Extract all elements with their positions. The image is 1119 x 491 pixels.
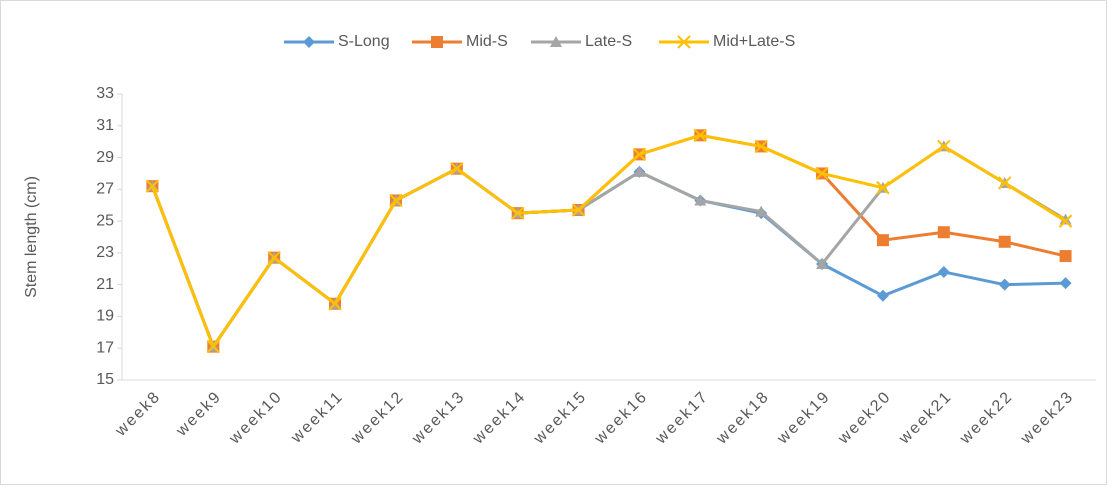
legend-item: Late-S xyxy=(531,33,632,50)
data-point xyxy=(1059,250,1072,263)
y-tick-label: 29 xyxy=(96,149,114,166)
legend-marker xyxy=(303,36,315,48)
y-tick-label: 23 xyxy=(96,244,114,261)
chart-frame xyxy=(0,0,1107,485)
y-tick-label: 17 xyxy=(96,339,114,356)
legend-marker xyxy=(677,35,691,49)
y-tick-label: 33 xyxy=(96,85,114,102)
data-point xyxy=(937,265,950,278)
series-line xyxy=(151,133,1067,349)
data-point xyxy=(815,166,829,181)
legend-item: S-Long xyxy=(284,33,390,50)
data-point xyxy=(694,194,707,206)
data-point xyxy=(937,226,950,239)
legend-item: Mid-S xyxy=(412,33,508,50)
data-point xyxy=(876,289,889,302)
y-tick-label: 31 xyxy=(96,117,114,134)
legend-label: Late-S xyxy=(585,33,632,50)
data-point xyxy=(328,297,342,311)
data-point xyxy=(816,258,829,270)
data-point xyxy=(998,278,1011,291)
y-tick-label: 21 xyxy=(96,276,114,293)
data-point xyxy=(145,179,160,193)
data-point xyxy=(876,234,889,247)
data-point xyxy=(1059,277,1072,290)
data-point xyxy=(632,147,647,162)
data-point xyxy=(267,250,281,265)
y-axis-label: Stem length (cm) xyxy=(23,176,40,298)
legend-label: Mid+Late-S xyxy=(713,33,795,50)
data-point xyxy=(450,161,464,176)
data-point xyxy=(633,165,646,177)
data-point xyxy=(997,176,1012,190)
data-point xyxy=(755,205,768,217)
legend-label: S-Long xyxy=(338,33,390,50)
legend-marker xyxy=(431,36,443,48)
data-point xyxy=(693,128,708,143)
legend-item: Mid+Late-S xyxy=(659,33,795,50)
data-point xyxy=(998,235,1011,248)
y-tick-label: 19 xyxy=(96,308,114,325)
data-point xyxy=(510,206,525,220)
legend-marker xyxy=(550,36,562,47)
data-point xyxy=(1058,214,1073,228)
legend-label: Mid-S xyxy=(466,33,508,50)
data-point xyxy=(206,339,221,354)
data-point xyxy=(571,203,586,217)
data-point xyxy=(876,181,890,195)
y-tick-label: 25 xyxy=(96,212,114,229)
y-tick-label: 15 xyxy=(96,371,114,388)
y-tick-label: 27 xyxy=(96,181,114,198)
data-point xyxy=(389,193,403,208)
data-point xyxy=(1059,213,1072,225)
data-point xyxy=(754,139,768,154)
data-point xyxy=(937,139,951,154)
